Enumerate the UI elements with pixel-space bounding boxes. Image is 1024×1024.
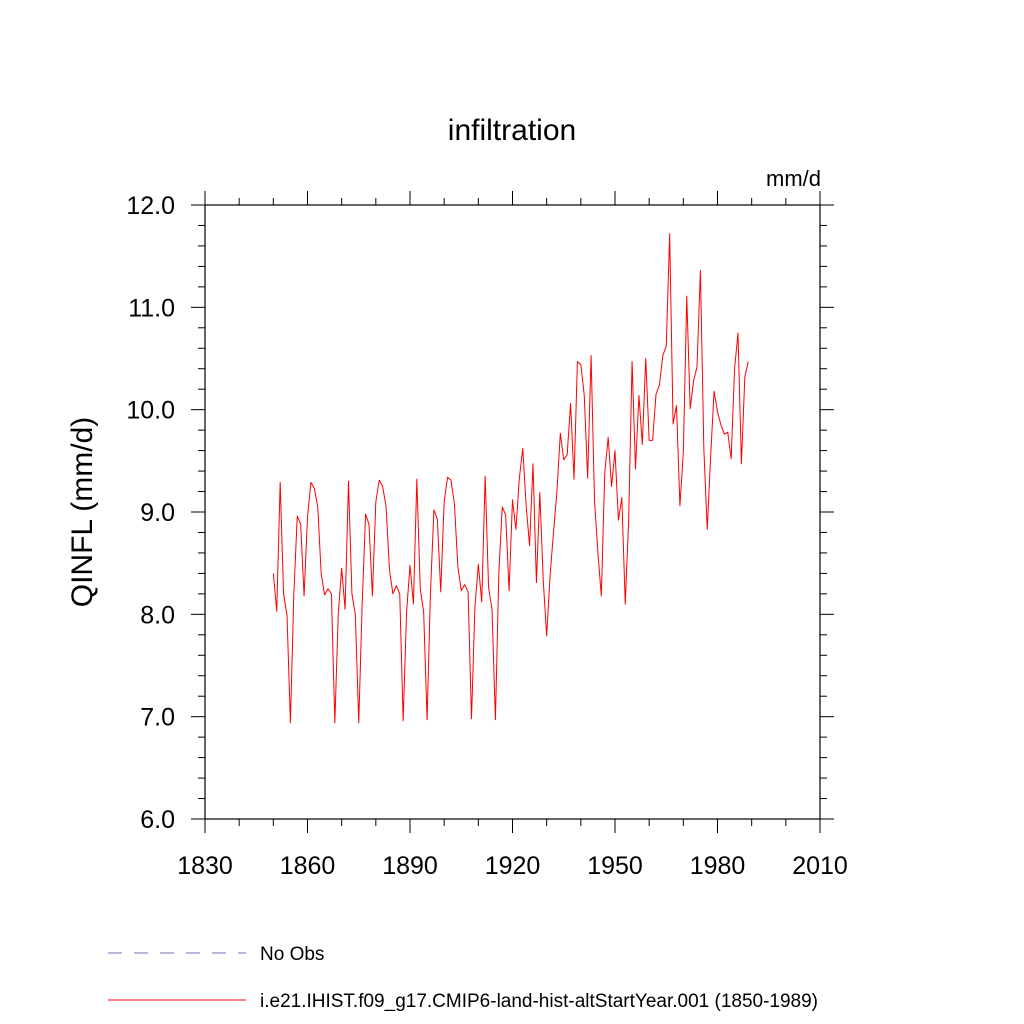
x-tick-label: 1920 bbox=[485, 852, 541, 880]
y-tick-labels: 6.0 7.0 8.0 9.0 10.0 11.0 12.0 bbox=[126, 192, 175, 834]
units-label: mm/d bbox=[766, 166, 821, 191]
axis-ticks bbox=[191, 191, 834, 833]
x-tick-label: 2010 bbox=[792, 852, 848, 880]
y-tick-label: 9.0 bbox=[140, 499, 175, 527]
y-tick-label: 11.0 bbox=[128, 294, 175, 322]
y-tick-label: 12.0 bbox=[126, 192, 175, 220]
x-tick-label: 1890 bbox=[382, 852, 438, 880]
legend-series-label: i.e21.IHIST.f09_g17.CMIP6-land-hist-altS… bbox=[260, 991, 818, 1012]
series-layer bbox=[272, 233, 749, 724]
chart-title: infiltration bbox=[448, 114, 576, 147]
x-tick-labels: 1830 1860 1890 1920 1950 1980 2010 bbox=[177, 852, 848, 880]
y-axis-label: QINFL (mm/d) bbox=[66, 417, 99, 608]
series-line-0 bbox=[272, 233, 749, 724]
y-tick-label: 10.0 bbox=[126, 397, 175, 425]
x-tick-label: 1830 bbox=[177, 852, 233, 880]
y-tick-label: 7.0 bbox=[140, 704, 175, 732]
legend: No Obs i.e21.IHIST.f09_g17.CMIP6-land-hi… bbox=[108, 944, 818, 1012]
legend-obs-label: No Obs bbox=[260, 944, 324, 965]
y-tick-label: 6.0 bbox=[140, 806, 175, 834]
x-tick-label: 1860 bbox=[280, 852, 336, 880]
x-tick-label: 1950 bbox=[587, 852, 643, 880]
x-tick-label: 1980 bbox=[690, 852, 746, 880]
y-tick-label: 8.0 bbox=[140, 601, 175, 629]
